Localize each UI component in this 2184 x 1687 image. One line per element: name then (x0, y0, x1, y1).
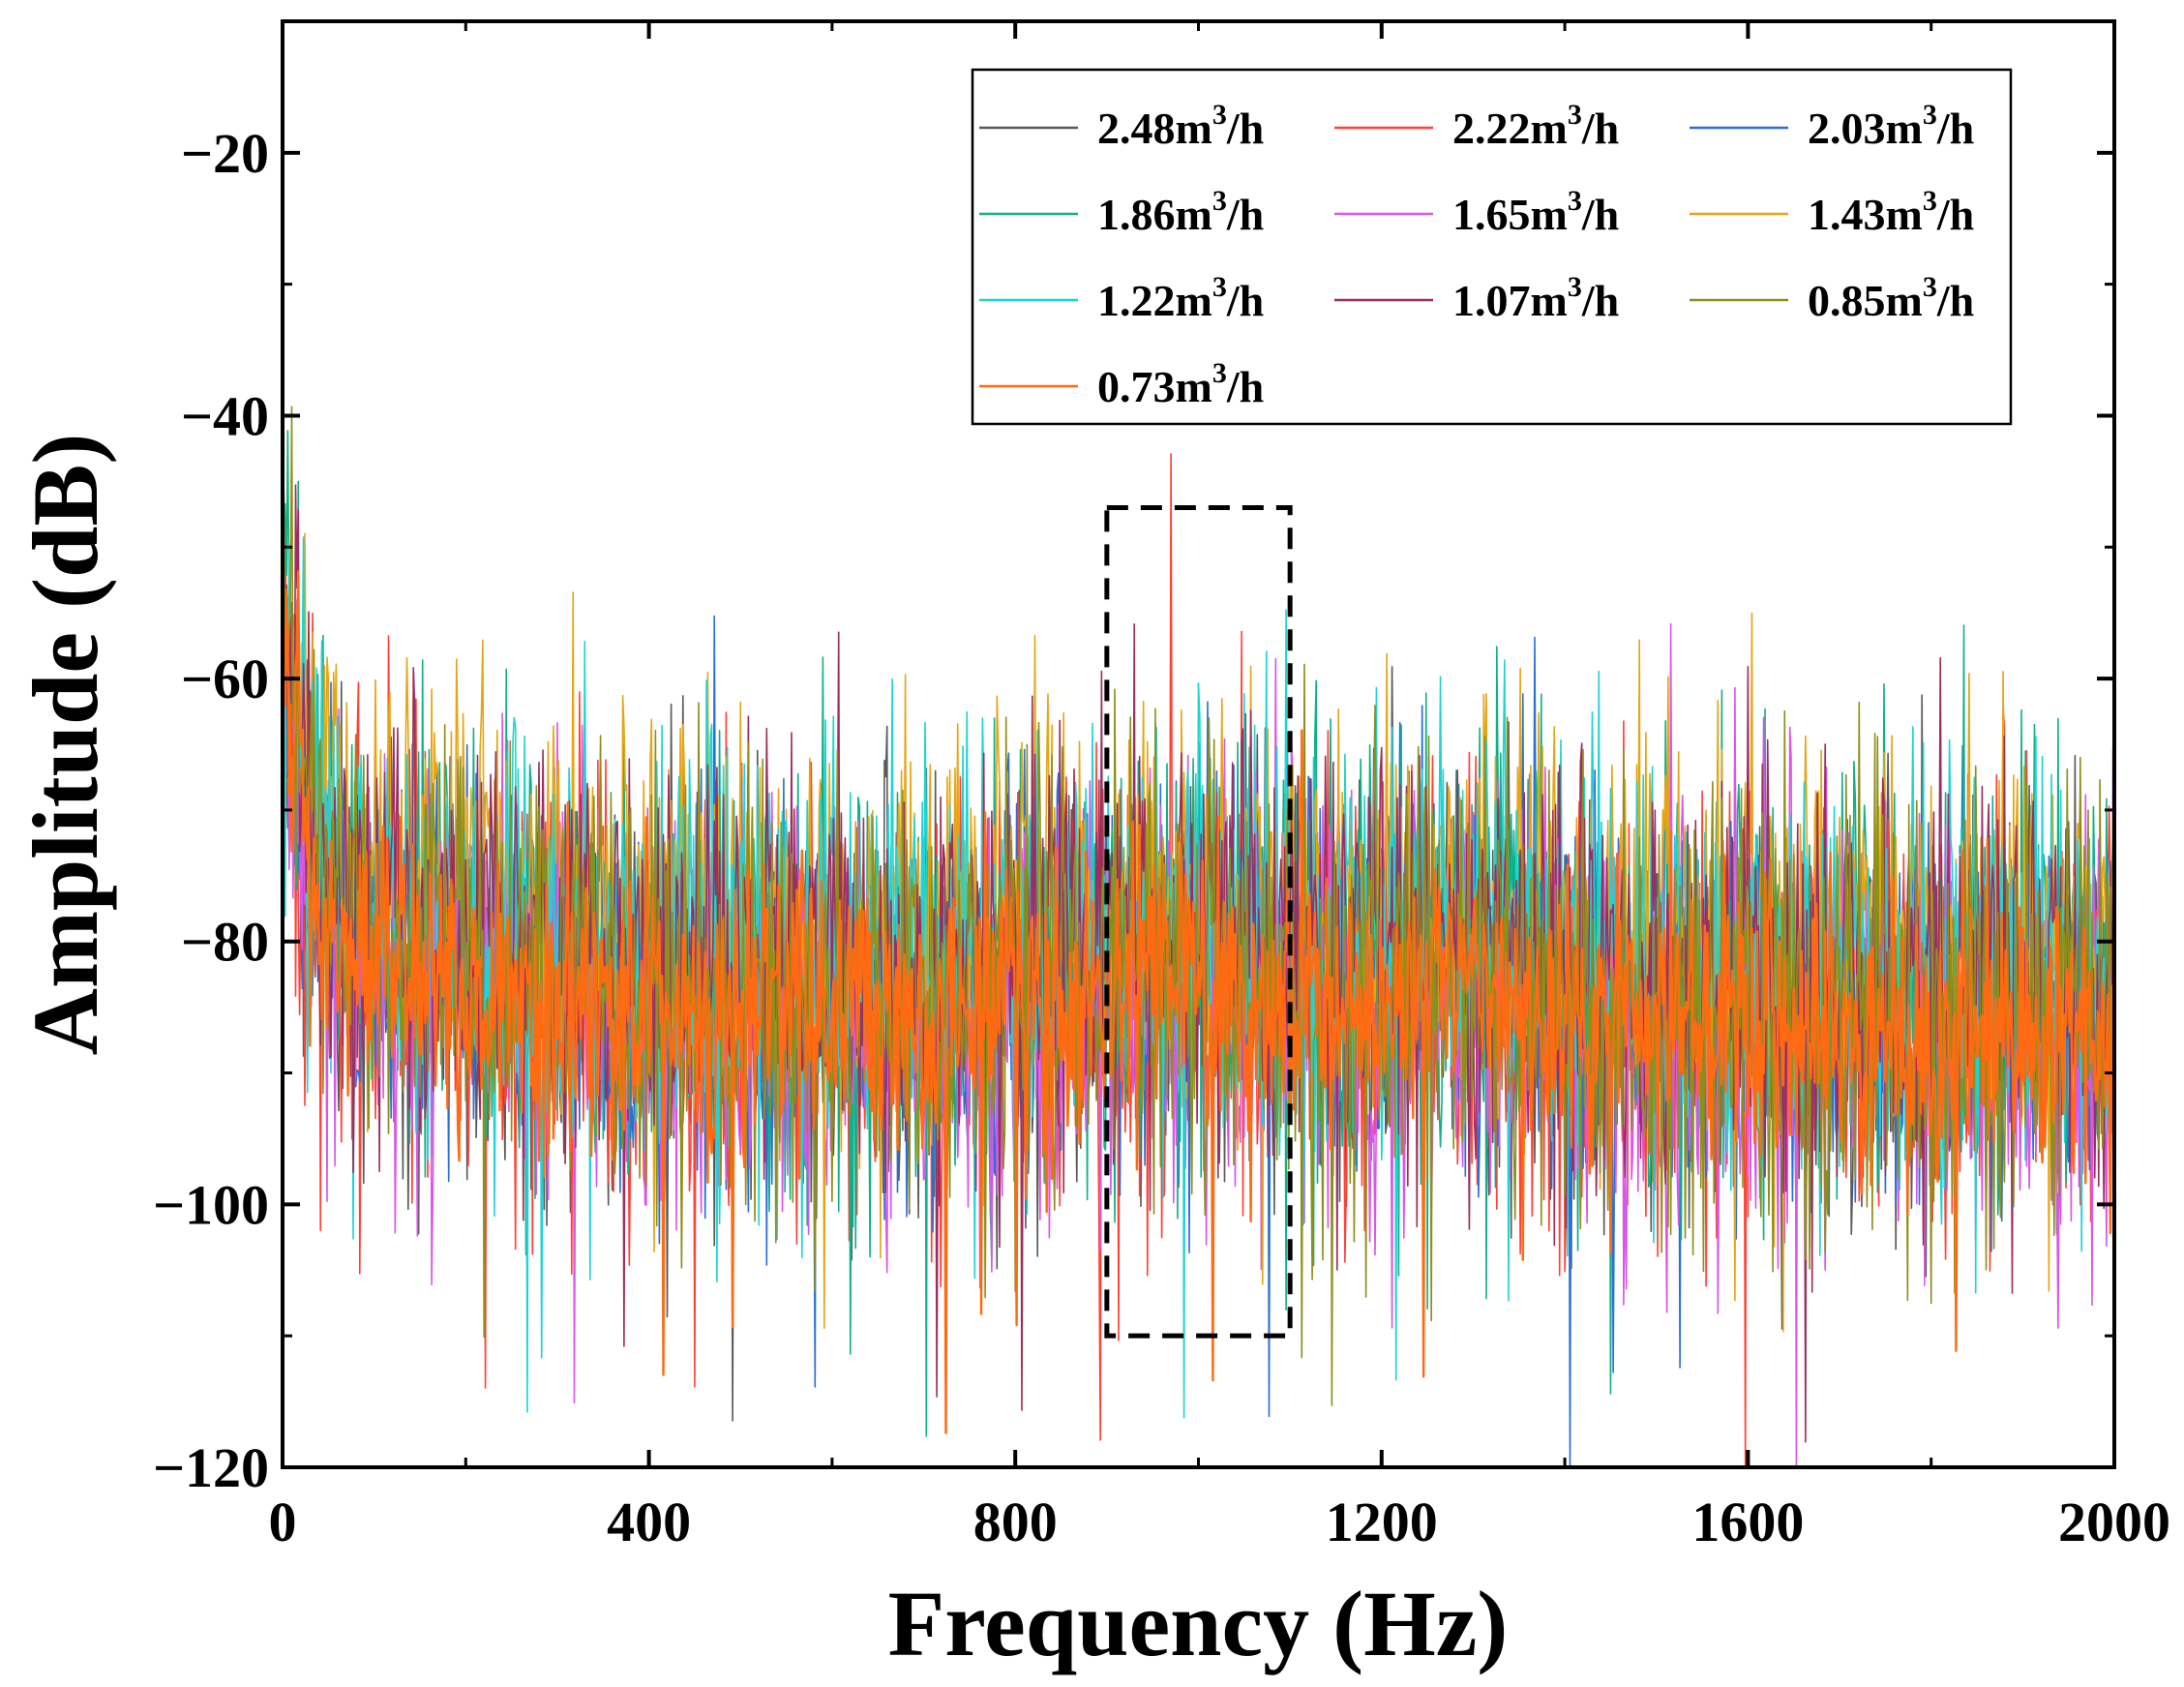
y-tick-label: −120 (153, 1436, 269, 1499)
legend-label-2.03: 2.03m3/h (1808, 99, 1974, 153)
y-tick-label: −20 (181, 122, 269, 185)
legend-label-1.07: 1.07m3/h (1452, 271, 1619, 325)
tick-layer: 0 400 800 1200 1600 2000 −120 −100 −80 −60 −40 −20 (153, 21, 2170, 1553)
legend-label-0.73: 0.73m3/h (1097, 357, 1264, 411)
series-layer (283, 406, 2114, 1467)
x-tick-label: 400 (607, 1491, 691, 1553)
x-tick-label: 1200 (1326, 1491, 1438, 1553)
y-tick-label: −80 (181, 911, 269, 974)
y-tick-label: −100 (153, 1173, 269, 1236)
legend: 2.48m3/h 2.22m3/h 2.03m3/h 1.86m3/h 1.65m3/h… (971, 68, 2013, 426)
y-axis-title: Amplitude (dB) (14, 434, 117, 1056)
x-axis-title: Frequency (Hz) (888, 1572, 1509, 1675)
legend-label-1.22: 1.22m3/h (1097, 271, 1264, 325)
x-tick-label: 0 (269, 1491, 297, 1553)
legend-label-1.43: 1.43m3/h (1808, 185, 1974, 239)
x-tick-label: 800 (973, 1491, 1058, 1553)
legend-label-1.65: 1.65m3/h (1452, 185, 1619, 239)
legend-label-2.48: 2.48m3/h (1097, 99, 1264, 153)
x-tick-label: 1600 (1691, 1491, 1804, 1553)
y-tick-label: −40 (181, 384, 269, 447)
legend-label-1.86: 1.86m3/h (1097, 185, 1264, 239)
y-tick-label: −60 (181, 648, 269, 710)
legend-label-2.22: 2.22m3/h (1452, 99, 1619, 153)
highlight-box (1104, 505, 1293, 1339)
highlight-layer (1104, 505, 1293, 1339)
legend-label-0.85: 0.85m3/h (1808, 271, 1974, 325)
series-line-0.73 (283, 570, 2114, 1434)
legend-box (971, 68, 2013, 426)
x-tick-label: 2000 (2058, 1491, 2170, 1553)
